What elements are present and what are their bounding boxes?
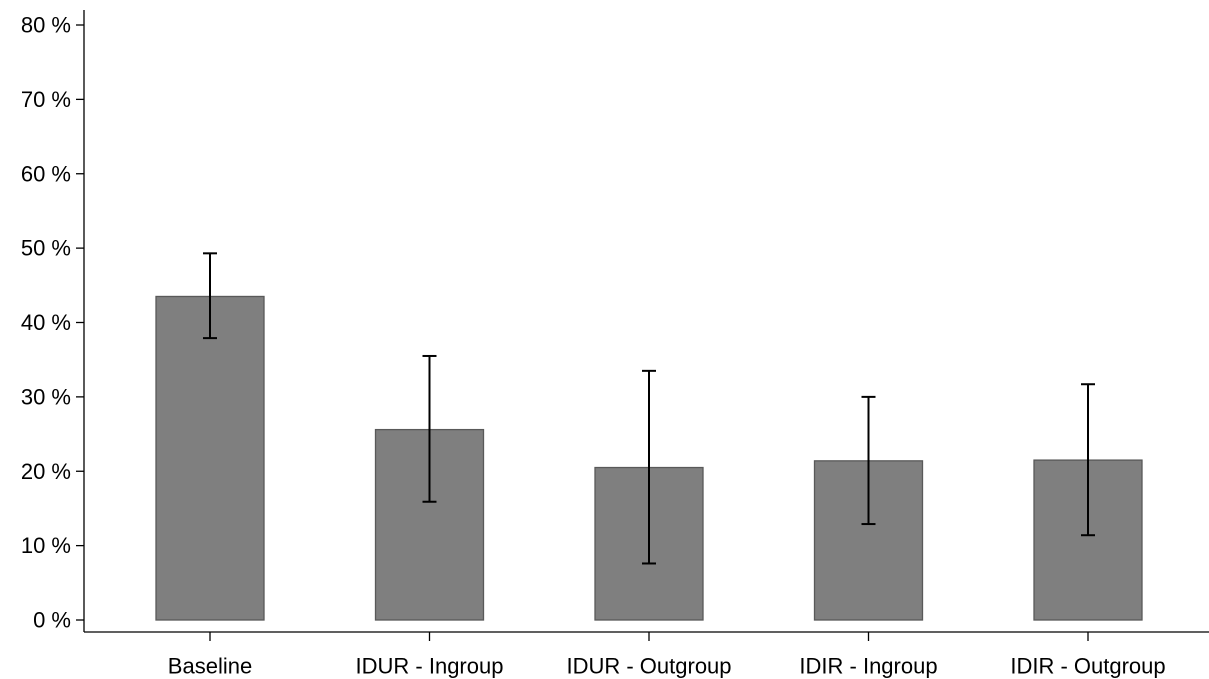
y-tick-label-10: 10 %	[21, 533, 71, 558]
bar-baseline	[155, 295, 265, 621]
x-tick-label-baseline: Baseline	[168, 654, 252, 679]
error-bar-idur-ingroup	[422, 354, 437, 503]
y-tick-label-20: 20 %	[21, 459, 71, 484]
x-tick-label-idir-outgroup: IDIR - Outgroup	[1010, 654, 1165, 679]
y-ticks-layer: 0 % 10 % 20 % 30 % 40 % 50 % 60 % 70 % 80 %	[21, 13, 84, 633]
y-tick-label-80: 80 %	[21, 13, 71, 38]
x-tick-label-idur-ingroup: IDUR - Ingroup	[356, 654, 504, 679]
axes-layer	[83, 10, 1209, 633]
y-tick-label-70: 70 %	[21, 87, 71, 112]
error-bar-idur-outgroup	[642, 369, 656, 565]
y-tick-label-0: 0 %	[33, 608, 71, 633]
error-bar-idir-outgroup	[1081, 383, 1095, 537]
y-tick-label-30: 30 %	[21, 384, 71, 409]
error-bar-baseline	[203, 252, 217, 340]
x-tick-label-idur-outgroup: IDUR - Outgroup	[566, 654, 731, 679]
x-ticks-layer: Baseline IDUR - Ingroup IDUR - Outgroup IDI…	[168, 632, 1166, 679]
error-bars-layer	[203, 252, 1095, 565]
y-tick-label-50: 50 %	[21, 236, 71, 261]
y-tick-label-40: 40 %	[21, 310, 71, 335]
error-bar-idir-ingroup	[861, 395, 876, 526]
y-tick-label-60: 60 %	[21, 161, 71, 186]
x-tick-label-idir-ingroup: IDIR - Ingroup	[799, 654, 937, 679]
